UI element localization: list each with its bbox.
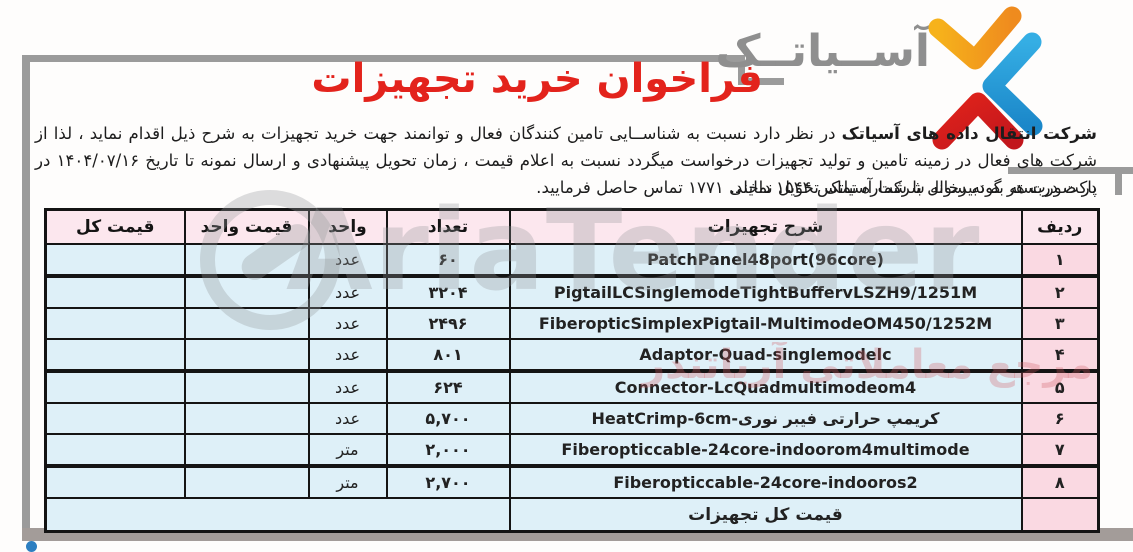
frame-right-bar xyxy=(1008,167,1133,174)
intro-text: در نظر دارد نسبت به شناســایی تامین کنند… xyxy=(35,124,1097,197)
item-unit: عدد xyxy=(307,338,388,372)
item-total-price xyxy=(44,465,186,499)
item-unit: متر xyxy=(307,433,388,467)
item-unit-price xyxy=(183,243,310,277)
row-number: ۶ xyxy=(1020,402,1100,435)
row-number: ۷ xyxy=(1020,433,1100,467)
footer-empty-cell xyxy=(44,497,511,533)
item-quantity: ۲,۰۰۰ xyxy=(385,433,511,467)
item-total-price xyxy=(44,275,186,309)
asiatech-x-icon xyxy=(928,6,1043,150)
row-number: ۱ xyxy=(1020,243,1100,277)
footer-total-label: قیمت کل تجهیزات xyxy=(508,497,1023,533)
row-number: ۵ xyxy=(1020,370,1100,404)
header-quantity: تعداد xyxy=(385,208,511,245)
item-total-price xyxy=(44,338,186,372)
header-row-number: ردیف xyxy=(1020,208,1100,245)
item-description: FiberopticSimplexPigtail-MultimodeOM450/… xyxy=(508,307,1023,340)
item-unit: متر xyxy=(307,465,388,499)
item-quantity: ۳۲۰۴ xyxy=(385,275,511,309)
item-quantity: ۲,۷۰۰ xyxy=(385,465,511,499)
intro-paragraph: شرکت انتقال داده های آسیاتک در نظر دارد … xyxy=(35,120,1097,201)
item-unit-price xyxy=(183,338,310,372)
item-quantity: ۵,۷۰۰ xyxy=(385,402,511,435)
table-row: ۷ Fiberopticcable-24core-indoorom4multim… xyxy=(44,433,1100,467)
table-row: ۶ کریمپ حرارتی فیبر نوری-HeatCrimp-6cm ۵… xyxy=(44,402,1100,435)
item-quantity: ۶۲۴ xyxy=(385,370,511,404)
item-quantity: ۸۰۱ xyxy=(385,338,511,372)
item-unit: عدد xyxy=(307,370,388,404)
item-unit: عدد xyxy=(307,275,388,309)
contact-line: در صورت هر گونه سوال با شماره تماس ۱۵۴۴ … xyxy=(536,178,1097,197)
frame-left-bar xyxy=(22,55,30,528)
item-unit-price xyxy=(183,307,310,340)
item-unit-price xyxy=(183,275,310,309)
equipment-table: ردیف شرح تجهیزات تعداد واحد قیمت واحد قی… xyxy=(44,208,1100,533)
item-quantity: ۲۴۹۶ xyxy=(385,307,511,340)
item-total-price xyxy=(44,433,186,467)
table-row: ۳ FiberopticSimplexPigtail-MultimodeOM45… xyxy=(44,307,1100,340)
item-total-price xyxy=(44,243,186,277)
header-total-price: قیمت کل xyxy=(44,208,186,245)
company-name: شرکت انتقال داده های آسیاتک xyxy=(841,124,1097,143)
item-total-price xyxy=(44,370,186,404)
asiatech-wordmark: آســیاتــک xyxy=(715,26,931,77)
row-number: ۴ xyxy=(1020,338,1100,372)
header-unit: واحد xyxy=(307,208,388,245)
item-description: Adaptor-Quad-singlemodelc xyxy=(508,338,1023,372)
table-row: ۴ Adaptor-Quad-singlemodelc ۸۰۱ عدد xyxy=(44,338,1100,372)
item-total-price xyxy=(44,307,186,340)
frame-step-horizontal xyxy=(738,78,784,85)
header-unit-price: قیمت واحد xyxy=(183,208,310,245)
item-unit: عدد xyxy=(307,402,388,435)
item-unit-price xyxy=(183,370,310,404)
item-description: Connector-LcQuadmultimodeom4 xyxy=(508,370,1023,404)
corner-dot xyxy=(26,541,37,552)
item-description: Fiberopticcable-24core-indooros2 xyxy=(508,465,1023,499)
footer-row-cell xyxy=(1020,497,1100,533)
table-row: ۸ Fiberopticcable-24core-indooros2 ۲,۷۰۰… xyxy=(44,465,1100,499)
asiatech-logo: آســیاتــک xyxy=(715,0,1100,150)
table-row: ۲ PigtailLCSinglemodeTightBuffervLSZH9/1… xyxy=(44,275,1100,309)
header-description: شرح تجهیزات xyxy=(508,208,1023,245)
row-number: ۸ xyxy=(1020,465,1100,499)
item-description: Fiberopticcable-24core-indoorom4multimod… xyxy=(508,433,1023,467)
frame-right-tick xyxy=(1115,167,1122,195)
frame-top-bar xyxy=(22,55,745,62)
row-number: ۳ xyxy=(1020,307,1100,340)
item-total-price xyxy=(44,402,186,435)
table-footer-row: قیمت کل تجهیزات xyxy=(44,497,1100,533)
item-unit: عدد xyxy=(307,243,388,277)
item-unit-price xyxy=(183,433,310,467)
item-unit-price xyxy=(183,465,310,499)
item-description: PigtailLCSinglemodeTightBuffervLSZH9/125… xyxy=(508,275,1023,309)
table-row: ۱ PatchPanel48port(96core) ۶۰ عدد xyxy=(44,243,1100,277)
row-number: ۲ xyxy=(1020,275,1100,309)
frame-step-vertical xyxy=(738,55,745,85)
table-row: ۵ Connector-LcQuadmultimodeom4 ۶۲۴ عدد xyxy=(44,370,1100,404)
item-unit: عدد xyxy=(307,307,388,340)
item-quantity: ۶۰ xyxy=(385,243,511,277)
item-unit-price xyxy=(183,402,310,435)
item-description: کریمپ حرارتی فیبر نوری-HeatCrimp-6cm xyxy=(508,402,1023,435)
table-header-row: ردیف شرح تجهیزات تعداد واحد قیمت واحد قی… xyxy=(44,208,1100,245)
page-title: فراخوان خرید تجهیزات xyxy=(311,56,763,102)
item-description: PatchPanel48port(96core) xyxy=(508,243,1023,277)
